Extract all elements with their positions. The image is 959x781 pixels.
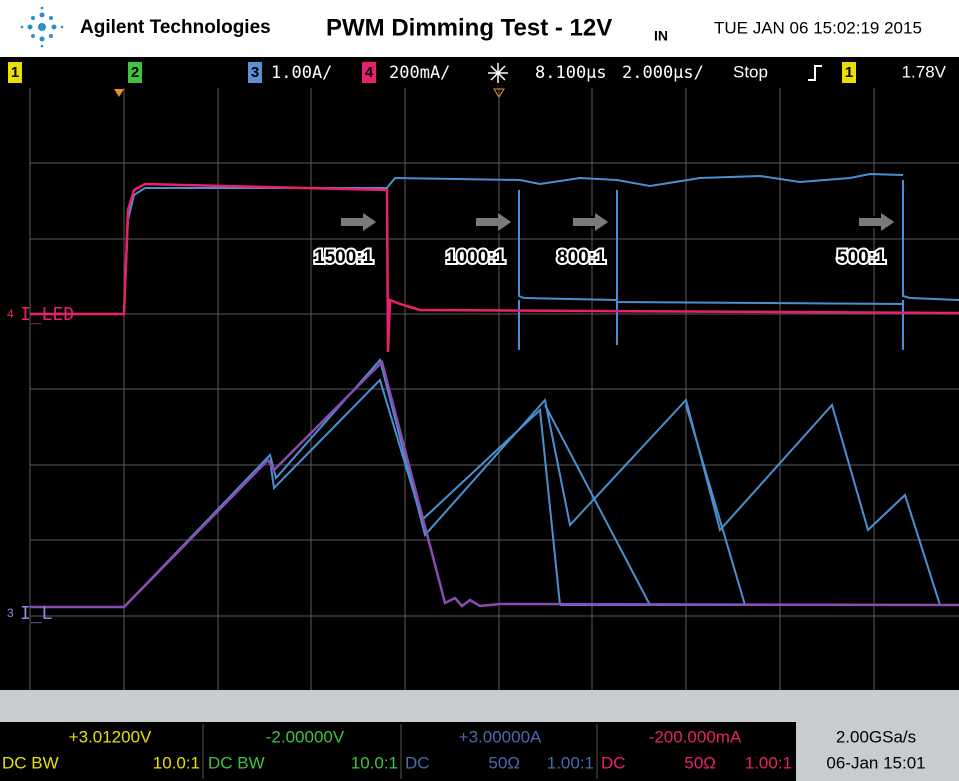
timestamp: TUE JAN 06 15:02:19 2015 bbox=[714, 18, 922, 37]
ch2-coupling: DC BW bbox=[208, 753, 265, 772]
screen: Agilent Technologies PWM Dimming Test - … bbox=[0, 0, 959, 781]
ch3-offset: +3.00000A bbox=[459, 727, 542, 746]
ch4-probe: 1.00:1 bbox=[745, 753, 792, 772]
il-marker: 3 bbox=[7, 606, 14, 620]
il-label: I_L bbox=[20, 603, 53, 624]
ch3-label: 3 bbox=[251, 64, 259, 81]
ch4-impedance: 50Ω bbox=[684, 753, 716, 772]
title: PWM Dimming Test - 12V bbox=[326, 14, 612, 41]
ch2-probe: 10.0:1 bbox=[351, 753, 398, 772]
ch1-probe: 10.0:1 bbox=[153, 753, 200, 772]
led-marker: 4 bbox=[7, 307, 14, 321]
ch4-coupling: DC bbox=[601, 753, 626, 772]
time-scale: 2.000µs/ bbox=[622, 63, 704, 83]
footer-date: 06-Jan 15:01 bbox=[826, 753, 925, 772]
ch2-offset: -2.00000V bbox=[266, 727, 345, 746]
ch3-coupling: DC bbox=[405, 753, 430, 772]
sample-rate: 2.00GSa/s bbox=[836, 727, 916, 746]
run-state: Stop bbox=[733, 62, 768, 81]
ch4-offset: -200.000mA bbox=[649, 727, 742, 746]
title-subscript: IN bbox=[654, 28, 668, 44]
ch1-coupling: DC BW bbox=[2, 753, 59, 772]
page: Oscilloscope screenshot {"header": {"bra… bbox=[0, 0, 959, 781]
annotation: 1000:1 bbox=[446, 247, 506, 268]
ch2-label: 2 bbox=[131, 64, 139, 81]
trigger-level: 1.78V bbox=[902, 62, 947, 81]
annotation: 800:1 bbox=[557, 247, 606, 268]
trigger-source: 1 bbox=[845, 64, 853, 81]
time-delay: 8.100µs bbox=[535, 63, 607, 83]
ch1-offset: +3.01200V bbox=[69, 727, 152, 746]
brand: Agilent Technologies bbox=[80, 17, 271, 38]
ch3-probe: 1.00:1 bbox=[547, 753, 594, 772]
ch3-scale: 1.00A/ bbox=[271, 63, 332, 83]
ch4-scale: 200mA/ bbox=[389, 63, 450, 83]
annotation: 1500:1 bbox=[314, 247, 374, 268]
delay-icon bbox=[488, 63, 508, 83]
ch1-label: 1 bbox=[11, 64, 19, 81]
ch3-impedance: 50Ω bbox=[488, 753, 520, 772]
led-label: I_LED bbox=[20, 304, 74, 325]
ch4-label: 4 bbox=[365, 64, 374, 81]
body: Agilent Technologies PWM Dimming Test - … bbox=[0, 0, 959, 781]
annotation: 500:1 bbox=[837, 247, 886, 268]
